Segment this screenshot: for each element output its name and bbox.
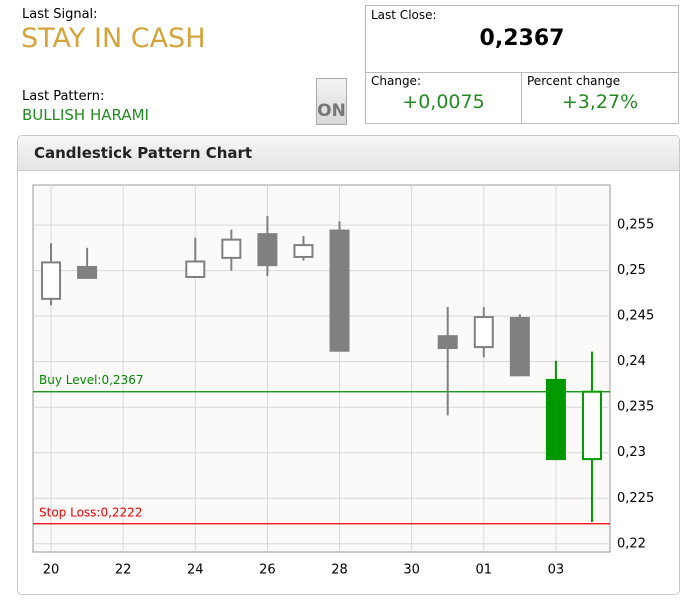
percent-change-cell bbox=[521, 72, 679, 124]
percent-change-label: Percent change bbox=[527, 74, 621, 88]
candle-body bbox=[509, 316, 530, 377]
candle-body bbox=[581, 390, 602, 461]
y-tick-label: 0,25 bbox=[617, 263, 646, 278]
level-label: Buy Level:0,2367 bbox=[39, 373, 143, 387]
change: +0,0075 bbox=[402, 91, 485, 113]
candle-body bbox=[329, 229, 350, 352]
last-close: 0,2367 bbox=[479, 26, 565, 51]
level-label: Stop Loss:0,2222 bbox=[39, 505, 142, 519]
x-tick-label: 30 bbox=[403, 563, 420, 578]
candle-body bbox=[185, 260, 206, 278]
change-label: Change: bbox=[371, 74, 421, 88]
percent-change: +3,27% bbox=[561, 91, 639, 113]
chart-panel bbox=[17, 135, 680, 595]
y-tick-label: 0,225 bbox=[617, 491, 654, 506]
y-tick-label: 0,255 bbox=[617, 218, 654, 233]
x-tick-label: 26 bbox=[259, 563, 276, 578]
x-tick-label: 20 bbox=[43, 563, 60, 578]
last-signal-label: Last Signal: bbox=[22, 7, 98, 22]
candle-body bbox=[41, 261, 62, 300]
x-tick-label: 28 bbox=[331, 563, 348, 578]
y-tick-label: 0,24 bbox=[617, 354, 646, 369]
y-tick-label: 0,245 bbox=[617, 309, 654, 324]
x-tick-label: 24 bbox=[187, 563, 204, 578]
x-tick-label: 03 bbox=[548, 563, 565, 578]
last-close-label: Last Close: bbox=[371, 8, 437, 22]
chart-title: Candlestick Pattern Chart bbox=[34, 144, 253, 162]
candle-body bbox=[437, 335, 458, 350]
last-pattern: BULLISH HARAMI bbox=[22, 106, 149, 124]
y-tick-label: 0,235 bbox=[617, 400, 654, 415]
candle-body bbox=[257, 233, 278, 267]
candle-body bbox=[221, 238, 242, 259]
y-tick-label: 0,23 bbox=[617, 445, 646, 460]
candle-body bbox=[293, 244, 314, 258]
y-tick-label: 0,22 bbox=[617, 536, 646, 551]
on-badge: ON bbox=[316, 78, 347, 125]
candle-body bbox=[77, 265, 98, 279]
candle-body bbox=[473, 316, 494, 349]
x-tick-label: 01 bbox=[476, 563, 493, 578]
chart-header bbox=[18, 136, 679, 171]
last-signal: STAY IN CASH bbox=[21, 23, 206, 54]
last-pattern-label: Last Pattern: bbox=[22, 89, 105, 104]
x-tick-label: 22 bbox=[115, 563, 132, 578]
candle-body bbox=[545, 378, 566, 461]
